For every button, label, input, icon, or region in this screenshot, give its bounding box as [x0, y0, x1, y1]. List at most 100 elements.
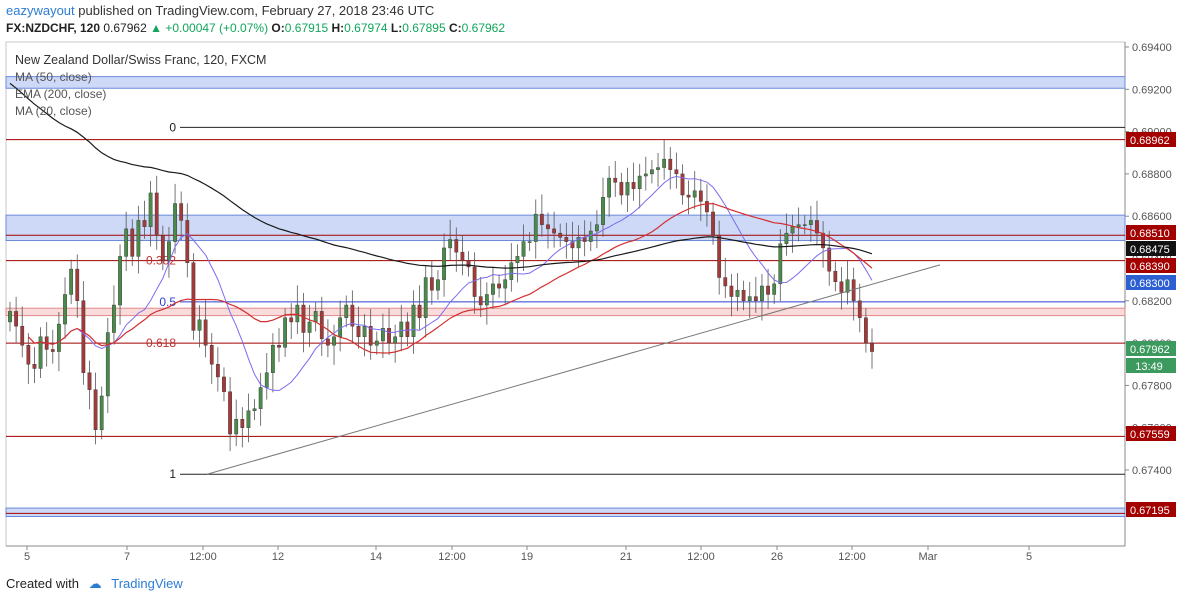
candle[interactable] — [735, 290, 740, 297]
zone-blue[interactable] — [5, 214, 1126, 242]
candle[interactable] — [118, 256, 122, 306]
candle[interactable] — [124, 228, 129, 257]
ema200-line[interactable] — [9, 82, 873, 269]
candle[interactable] — [374, 340, 379, 346]
candle[interactable] — [81, 300, 86, 373]
candle[interactable] — [20, 325, 25, 346]
candle[interactable] — [387, 328, 391, 344]
candle[interactable] — [527, 241, 532, 243]
candle[interactable] — [454, 239, 459, 253]
candle[interactable] — [87, 372, 92, 390]
candle[interactable] — [57, 323, 61, 352]
candle[interactable] — [436, 279, 440, 291]
candle[interactable] — [607, 177, 612, 198]
candle[interactable] — [741, 290, 746, 302]
candle[interactable] — [570, 241, 575, 249]
candle[interactable] — [270, 345, 275, 373]
candle[interactable] — [466, 260, 471, 268]
candle[interactable] — [533, 213, 538, 242]
candle[interactable] — [356, 325, 361, 337]
ma50-line[interactable] — [27, 202, 873, 354]
candle[interactable] — [38, 336, 43, 369]
candle[interactable] — [442, 247, 446, 280]
candle[interactable] — [668, 158, 673, 170]
candle[interactable] — [595, 224, 599, 232]
candle[interactable] — [8, 311, 12, 323]
candle[interactable] — [26, 345, 31, 365]
candle[interactable] — [368, 325, 373, 346]
candle[interactable] — [613, 177, 618, 183]
candle[interactable] — [448, 239, 453, 249]
candle[interactable] — [729, 285, 734, 297]
candle[interactable] — [833, 270, 838, 282]
candle[interactable] — [191, 262, 196, 331]
candle[interactable] — [399, 321, 404, 337]
candle[interactable] — [705, 201, 709, 213]
candle[interactable] — [656, 167, 660, 170]
candle[interactable] — [808, 220, 813, 225]
candle[interactable] — [307, 321, 312, 333]
candle[interactable] — [344, 304, 349, 318]
candle[interactable] — [252, 408, 257, 411]
candle[interactable] — [99, 395, 104, 431]
candle[interactable] — [870, 342, 874, 352]
candle[interactable] — [790, 226, 795, 234]
candle[interactable] — [717, 235, 722, 278]
candle[interactable] — [148, 192, 153, 227]
candle[interactable] — [491, 283, 495, 295]
candle[interactable] — [179, 203, 184, 221]
candle[interactable] — [821, 232, 825, 249]
candle[interactable] — [723, 277, 728, 287]
author-link[interactable]: eazywayout — [6, 3, 75, 18]
candle[interactable] — [552, 228, 556, 234]
tradingview-brand-link[interactable]: TradingView — [111, 576, 183, 591]
candle[interactable] — [277, 345, 281, 348]
candle[interactable] — [32, 364, 37, 369]
candle[interactable] — [650, 169, 654, 175]
candle[interactable] — [105, 332, 110, 397]
candle[interactable] — [827, 247, 832, 272]
candle[interactable] — [326, 338, 330, 346]
candle[interactable] — [857, 300, 862, 318]
candle[interactable] — [588, 230, 593, 242]
candle[interactable] — [637, 175, 642, 189]
candle[interactable] — [460, 251, 465, 261]
candle[interactable] — [63, 294, 67, 325]
candle[interactable] — [760, 285, 764, 301]
candle[interactable] — [411, 304, 416, 337]
candle[interactable] — [796, 224, 801, 227]
candle[interactable] — [362, 325, 367, 337]
candle[interactable] — [160, 235, 165, 261]
trendline[interactable] — [206, 264, 941, 475]
candle[interactable] — [185, 220, 190, 263]
candle[interactable] — [539, 213, 544, 225]
zone-blue[interactable] — [5, 76, 1126, 89]
candle[interactable] — [295, 304, 300, 323]
candle[interactable] — [601, 196, 605, 225]
candle[interactable] — [136, 220, 141, 257]
candle[interactable] — [478, 296, 483, 306]
candle[interactable] — [313, 311, 318, 323]
candle[interactable] — [497, 283, 501, 289]
candle[interactable] — [515, 256, 520, 263]
candle[interactable] — [698, 190, 703, 202]
candle[interactable] — [222, 376, 226, 392]
candle[interactable] — [692, 190, 697, 198]
candle[interactable] — [332, 336, 336, 346]
candle[interactable] — [393, 336, 398, 344]
zone-red[interactable] — [5, 307, 1126, 317]
candle[interactable] — [203, 319, 208, 346]
candle[interactable] — [142, 220, 147, 227]
candle[interactable] — [75, 268, 80, 302]
candle[interactable] — [417, 304, 422, 318]
candle[interactable] — [631, 182, 636, 189]
ma20-line[interactable] — [27, 175, 873, 392]
candle[interactable] — [643, 173, 648, 177]
candle[interactable] — [228, 391, 232, 435]
candle[interactable] — [784, 232, 789, 244]
candle[interactable] — [845, 279, 850, 293]
candle[interactable] — [521, 241, 526, 257]
candle[interactable] — [381, 328, 385, 342]
candle[interactable] — [509, 262, 514, 280]
